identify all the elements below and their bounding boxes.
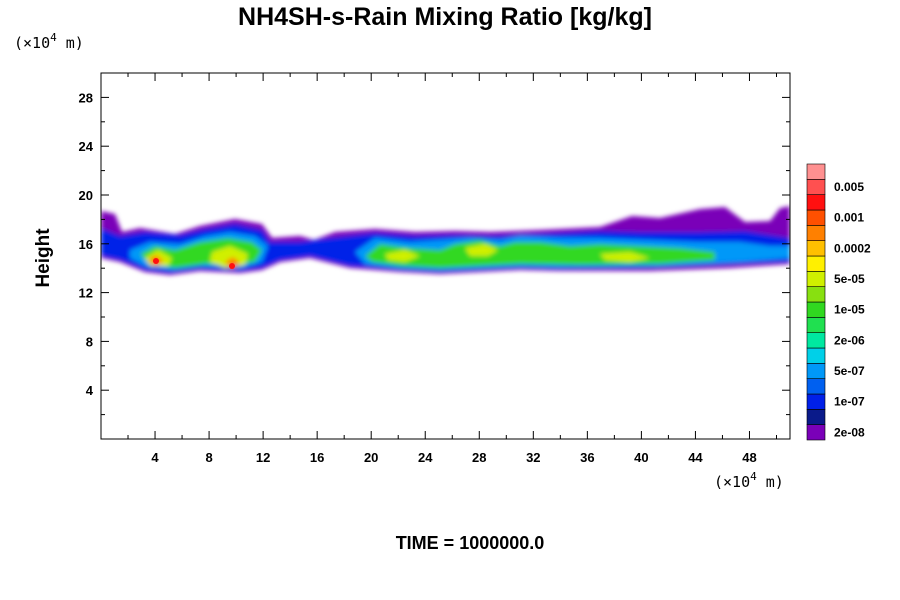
y-units-end: m) xyxy=(57,34,84,52)
colorbar-label: 0.0002 xyxy=(834,241,871,255)
y-tick-label: 20 xyxy=(79,188,93,203)
x-units-end: m) xyxy=(757,473,784,491)
colorbar-swatch xyxy=(806,347,826,364)
max-core-1 xyxy=(153,258,159,264)
colorbar-swatch xyxy=(806,225,826,241)
colorbar-label: 0.005 xyxy=(834,180,864,194)
cloud-layer xyxy=(101,206,790,275)
contour-yellow-green xyxy=(145,244,650,268)
max-core-2 xyxy=(229,263,235,269)
time-label: TIME = 1000000.0 xyxy=(396,533,545,553)
colorbar-label: 2e-08 xyxy=(834,425,865,439)
y-units-base: (×10 xyxy=(14,34,50,52)
x-tick-label: 12 xyxy=(256,450,270,465)
x-tick-label: 4 xyxy=(151,450,159,465)
x-tick-label: 16 xyxy=(310,450,324,465)
colorbar-label: 1e-05 xyxy=(834,303,865,317)
colorbar-swatch xyxy=(806,240,826,257)
colorbar-swatch xyxy=(806,378,826,395)
colorbar-swatch xyxy=(806,286,826,303)
colorbar-swatch xyxy=(806,209,826,226)
colorbar-label: 2e-06 xyxy=(834,333,865,347)
x-tick-label: 36 xyxy=(580,450,594,465)
colorbar-swatch xyxy=(806,317,826,333)
colorbar-label: 1e-07 xyxy=(834,395,865,409)
y-tick-label: 12 xyxy=(79,286,93,301)
x-tick-label: 8 xyxy=(205,450,212,465)
x-tick-label: 28 xyxy=(472,450,486,465)
colorbar-swatch xyxy=(806,194,826,211)
x-units-exp: 4 xyxy=(750,470,757,483)
y-tick-label: 24 xyxy=(79,139,94,154)
plot-frame xyxy=(100,72,791,440)
colorbar: 2e-08 1e-07 5e-07 2e-06 1e-05 5e-05 0.0002 0.00… xyxy=(806,163,871,441)
chart-title: NH4SH-s-Rain Mixing Ratio [kg/kg] xyxy=(238,3,652,31)
y-units-label: (×104 m) xyxy=(14,31,84,52)
colorbar-swatch xyxy=(806,363,826,379)
colorbar-swatch xyxy=(806,424,826,441)
y-tick-label: 8 xyxy=(86,334,93,349)
x-tick-label: 32 xyxy=(526,450,540,465)
y-axis-label: Height xyxy=(33,228,54,288)
x-tick-label: 20 xyxy=(364,450,378,465)
x-axis: 4 8 12 16 20 24 28 32 36 40 44 48 xyxy=(127,73,777,465)
contour-green xyxy=(140,238,715,268)
y-tick-label: 16 xyxy=(79,237,93,252)
x-tick-label: 40 xyxy=(634,450,648,465)
colorbar-swatch xyxy=(806,255,826,272)
y-tick-label: 28 xyxy=(79,90,93,105)
colorbar-swatch xyxy=(806,332,826,349)
x-tick-label: 48 xyxy=(742,450,756,465)
colorbar-swatch xyxy=(806,179,826,195)
colorbar-label: 0.001 xyxy=(834,211,864,225)
colorbar-label: 5e-07 xyxy=(834,364,865,378)
y-axis: 4 8 12 16 20 24 28 xyxy=(79,90,790,416)
colorbar-swatch xyxy=(806,163,826,180)
colorbar-swatch xyxy=(806,301,826,318)
x-units-base: (×10 xyxy=(714,473,750,491)
colorbar-label: 5e-05 xyxy=(834,272,865,286)
colorbar-swatch xyxy=(806,271,826,287)
colorbar-swatch xyxy=(806,409,826,425)
y-units-exp: 4 xyxy=(50,31,57,44)
x-tick-label: 24 xyxy=(418,450,433,465)
y-tick-label: 4 xyxy=(86,383,94,398)
x-tick-label: 44 xyxy=(688,450,703,465)
colorbar-swatch xyxy=(806,393,826,410)
x-units-label: (×104 m) xyxy=(714,470,784,491)
